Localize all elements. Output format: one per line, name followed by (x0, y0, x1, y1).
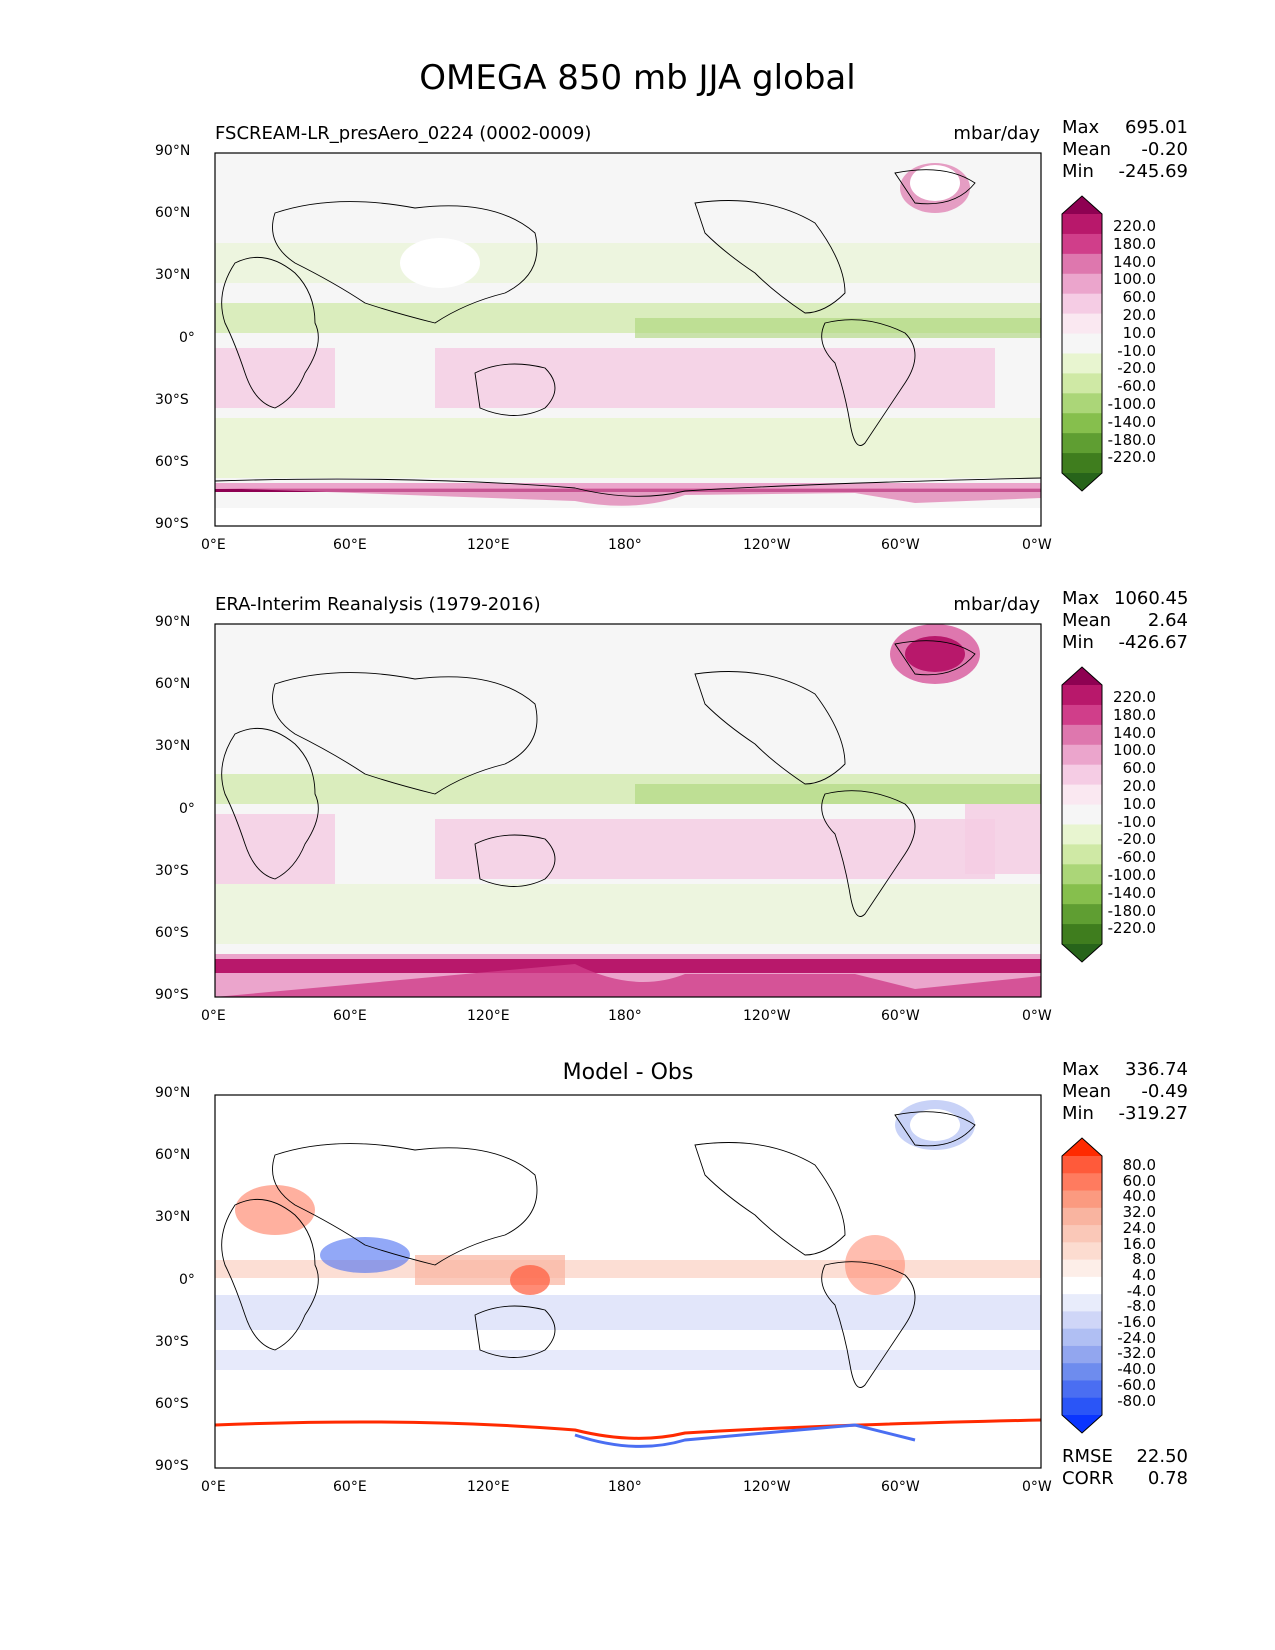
colorbar-diff-bin (1062, 1328, 1102, 1347)
colorbar-diff-bin (1062, 1259, 1102, 1278)
colorbar-obs-bin (1062, 685, 1102, 706)
colorbar-diff-extend-top (1062, 1138, 1102, 1156)
colorbar-diff-bin (1062, 1207, 1102, 1226)
colorbar-obs-bin (1062, 824, 1102, 845)
figure-title: OMEGA 850 mb JJA global (419, 58, 856, 98)
colorbar-diff-bin (1062, 1294, 1102, 1312)
colorbar-obs (1061, 666, 1103, 963)
colorbar-diff-bin (1062, 1156, 1102, 1174)
panel-diff-title: Model - Obs (562, 1060, 694, 1085)
colorbar-obs-bin (1062, 884, 1102, 905)
panel-obs-title: ERA-Interim Reanalysis (1979-2016) (215, 594, 541, 615)
colorbar-model-bin (1062, 453, 1102, 474)
colorbar-obs-bin (1062, 804, 1102, 825)
colorbar-diff-bin (1062, 1311, 1102, 1330)
colorbar-model-extend-bottom (1062, 473, 1102, 491)
colorbar-diff-labels: 80.0 60.0 40.0 32.0 24.0 16.0 8.0 4.0 -4… (1117, 1156, 1156, 1410)
colorbar-model-bin (1062, 293, 1102, 315)
colorbar-model-bin (1062, 373, 1102, 394)
colorbar-obs-labels: 220.0 180.0 140.0 100.0 60.0 20.0 10.0 -… (1107, 688, 1156, 938)
colorbar-model-labels: 220.0 180.0 140.0 100.0 60.0 20.0 10.0 -… (1107, 217, 1156, 467)
colorbar-obs-bin (1062, 924, 1102, 945)
colorbar-model-bin (1062, 214, 1102, 235)
colorbar-diff-bin (1062, 1173, 1102, 1192)
panel-model-stats: Max 695.01 Mean -0.20 Min -245.69 (1062, 117, 1188, 182)
colorbar-diff-bin (1062, 1363, 1102, 1381)
colorbar-diff (1061, 1137, 1103, 1434)
colorbar-diff-bin (1062, 1380, 1102, 1399)
colorbar-model-outline (1061, 195, 1103, 492)
colorbar-diff-bin (1062, 1190, 1102, 1209)
colorbar-model-extend-top (1062, 196, 1102, 214)
colorbar-obs-bin (1062, 864, 1102, 885)
panel-obs-units: mbar/day (953, 594, 1040, 615)
colorbar-model-bin (1062, 233, 1102, 255)
colorbar-diff-bin (1062, 1397, 1102, 1416)
colorbar-model-bin (1062, 333, 1102, 354)
colorbar-diff-extend-bottom (1062, 1415, 1102, 1433)
panel-model-title: FSCREAM-LR_presAero_0224 (0002-0009) (215, 123, 592, 144)
colorbar-obs-bin (1062, 844, 1102, 865)
colorbar-model-bin (1062, 253, 1102, 275)
colorbar-obs-extend-top (1062, 667, 1102, 685)
colorbar-model-bin (1062, 353, 1102, 374)
colorbar-obs-bin (1062, 704, 1102, 726)
colorbar-obs-extend-bottom (1062, 944, 1102, 962)
colorbar-diff-bin (1062, 1276, 1102, 1295)
map-diff (214, 1094, 1042, 1469)
colorbar-model-bin (1062, 433, 1102, 454)
colorbar-diff-bin (1062, 1345, 1102, 1364)
colorbar-obs-bin (1062, 904, 1102, 925)
colorbar-obs-bin (1062, 764, 1102, 786)
colorbar-diff-bin (1062, 1242, 1102, 1261)
panel-obs-stats: Max 1060.45 Mean 2.64 Min -426.67 (1062, 588, 1189, 653)
colorbar-obs-bin (1062, 744, 1102, 766)
colorbar-model-bin (1062, 413, 1102, 434)
colorbar-model-bin (1062, 273, 1102, 295)
panel-diff-bottom-stats: RMSE 22.50 CORR 0.78 (1062, 1446, 1188, 1489)
colorbar-obs-bin (1062, 784, 1102, 806)
colorbar-diff-outline (1061, 1137, 1103, 1434)
colorbar-model-bin (1062, 313, 1102, 335)
map-obs (214, 623, 1042, 998)
colorbar-obs-outline (1061, 666, 1103, 963)
colorbar-obs-bin (1062, 724, 1102, 746)
colorbar-model-bin (1062, 393, 1102, 414)
map-model (214, 152, 1042, 527)
colorbar-diff-bin (1062, 1225, 1102, 1243)
panel-model-units: mbar/day (953, 123, 1040, 144)
panel-diff-stats: Max 336.74 Mean -0.49 Min -319.27 (1062, 1059, 1188, 1124)
colorbar-model (1061, 195, 1103, 492)
